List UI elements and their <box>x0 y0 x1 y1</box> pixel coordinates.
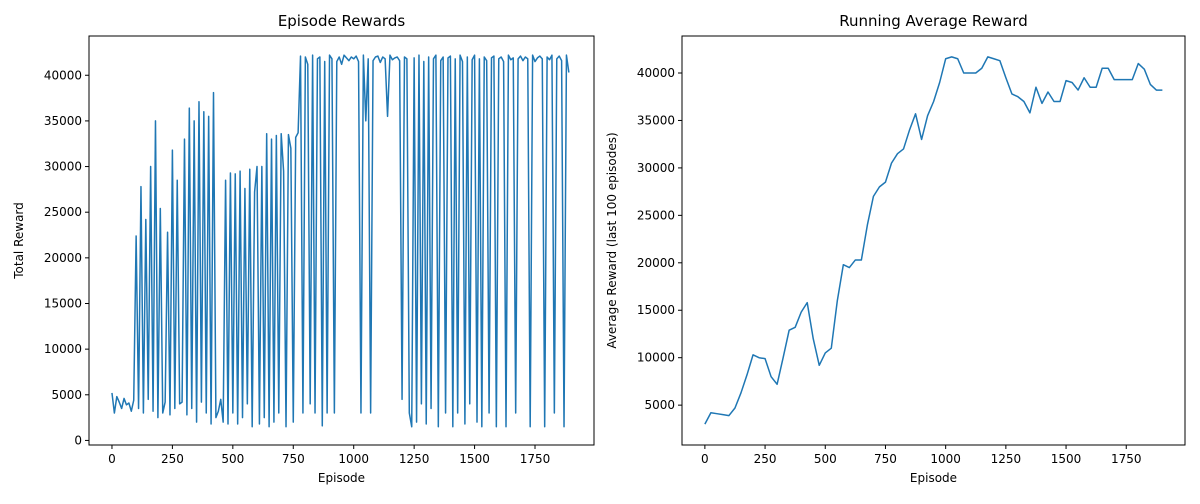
subplot: Running Average Reward 0 250 500 750 1000 1250… <box>605 12 1186 485</box>
x-tick-label: 0 <box>108 452 116 466</box>
y-tick-label: 10000 <box>637 351 675 365</box>
x-tick-label: 500 <box>814 452 837 466</box>
y-tick-label: 25000 <box>44 205 82 219</box>
x-tick-label: 750 <box>874 452 897 466</box>
y-axis-label: Total Reward <box>12 202 26 280</box>
x-tick-label: 1250 <box>991 452 1022 466</box>
y-tick-label: 5000 <box>644 398 675 412</box>
y-tick-label: 35000 <box>44 114 82 128</box>
x-tick-label: 1000 <box>338 452 369 466</box>
plot-area <box>111 54 570 428</box>
x-tick-label: 1500 <box>1051 452 1082 466</box>
plot-area <box>704 56 1163 425</box>
x-tick-label: 1750 <box>1111 452 1142 466</box>
x-tick-label: 1250 <box>399 452 430 466</box>
y-tick-label: 15000 <box>44 296 82 310</box>
y-tick-label: 30000 <box>44 160 82 174</box>
chart-title: Running Average Reward <box>839 12 1027 30</box>
y-tick-label: 10000 <box>44 342 82 356</box>
y-tick-label: 20000 <box>44 251 82 265</box>
x-tick-label: 1500 <box>459 452 490 466</box>
data-line <box>111 54 570 428</box>
x-tick-label: 1750 <box>520 452 551 466</box>
y-tick-label: 30000 <box>637 161 675 175</box>
x-tick-label: 1000 <box>930 452 961 466</box>
axes-frame <box>88 35 595 446</box>
y-tick-label: 15000 <box>637 303 675 317</box>
y-tick-label: 35000 <box>637 113 675 127</box>
y-tick-label: 40000 <box>637 66 675 80</box>
x-tick-label: 750 <box>282 452 305 466</box>
y-tick-label: 20000 <box>637 256 675 270</box>
y-tick-label: 25000 <box>637 208 675 222</box>
x-tick-label: 250 <box>754 452 777 466</box>
y-tick-label: 0 <box>74 433 82 447</box>
y-axis-label: Average Reward (last 100 episodes) <box>605 132 619 348</box>
y-tick-label: 5000 <box>51 388 82 402</box>
x-axis-label: Episode <box>910 471 957 485</box>
x-tick-label: 0 <box>701 452 709 466</box>
y-tick-label: 40000 <box>44 68 82 82</box>
x-axis-label: Episode <box>318 471 365 485</box>
data-line <box>704 56 1163 425</box>
x-tick-label: 250 <box>161 452 184 466</box>
chart-title: Episode Rewards <box>278 12 406 30</box>
axes-frame <box>681 35 1186 446</box>
subplot: Episode Rewards 0 250 500 750 1000 1250 1500 175… <box>12 12 595 485</box>
x-tick-label: 500 <box>221 452 244 466</box>
